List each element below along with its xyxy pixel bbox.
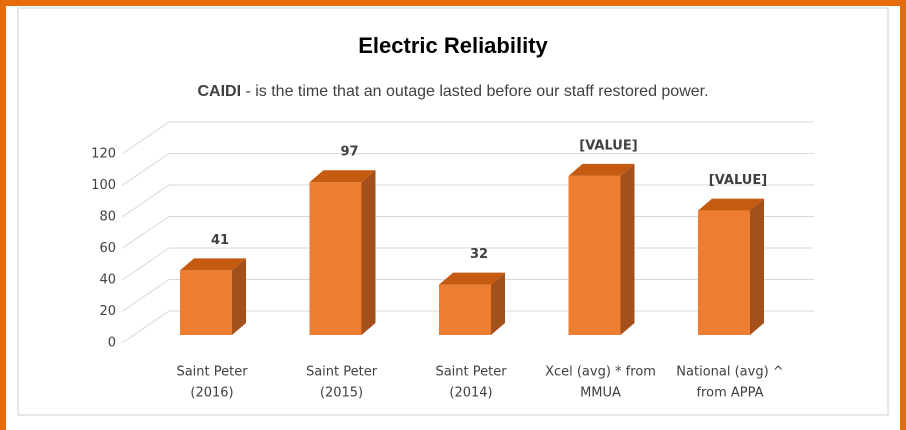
x-tick-label: National (avg) ^	[676, 365, 783, 380]
bar-top	[439, 272, 505, 285]
x-tick-label: (2014)	[449, 386, 492, 401]
subtitle-text: - is the time that an outage lasted befo…	[241, 83, 709, 100]
bar-side	[750, 198, 764, 335]
value-label: 97	[340, 145, 358, 160]
x-tick-label: from APPA	[696, 386, 763, 401]
bar	[439, 272, 505, 335]
bar	[180, 258, 246, 335]
x-tick-label: Saint Peter	[306, 365, 378, 380]
x-tick-label: Xcel (avg) * from	[545, 365, 656, 380]
chart-subtitle: CAIDI - is the time that an outage laste…	[197, 83, 708, 100]
bar-front	[180, 270, 232, 335]
bar-top	[568, 163, 635, 176]
bar	[568, 163, 635, 335]
value-label: [VALUE]	[709, 173, 767, 188]
grid-line	[121, 153, 814, 186]
chart-title: Electric Reliability	[358, 33, 548, 58]
y-tick-label: 120	[91, 147, 116, 162]
bar-front	[698, 210, 750, 335]
x-tick-label: MMUA	[580, 386, 621, 401]
bar-side	[361, 170, 376, 335]
x-tick-label: (2015)	[320, 386, 363, 401]
bar-top	[180, 258, 246, 271]
x-tick-label: (2016)	[190, 386, 233, 401]
y-tick-label: 60	[99, 241, 116, 256]
bar-top	[698, 198, 764, 211]
grid-line	[121, 121, 814, 155]
value-label: 32	[470, 247, 488, 262]
subtitle-bold: CAIDI	[197, 83, 241, 100]
value-label: 41	[211, 233, 229, 248]
y-tick-label: 100	[91, 178, 116, 193]
bar-side	[232, 258, 246, 335]
chart: Electric Reliability CAIDI - is the time…	[17, 7, 889, 416]
bar-front	[568, 175, 621, 335]
value-label: [VALUE]	[579, 138, 637, 153]
x-tick-label: Saint Peter	[176, 365, 248, 380]
x-tick-label: Saint Peter	[435, 365, 507, 380]
bar-front	[309, 182, 362, 335]
bar	[309, 170, 376, 335]
y-tick-label: 80	[99, 210, 116, 225]
y-tick-label: 20	[99, 304, 116, 319]
y-tick-label: 40	[99, 273, 116, 288]
bar-top	[309, 170, 376, 183]
bar	[698, 198, 764, 335]
bar-side	[491, 272, 505, 335]
y-tick-label: 0	[108, 336, 116, 351]
bar-front	[439, 284, 491, 335]
bar-side	[620, 163, 635, 335]
